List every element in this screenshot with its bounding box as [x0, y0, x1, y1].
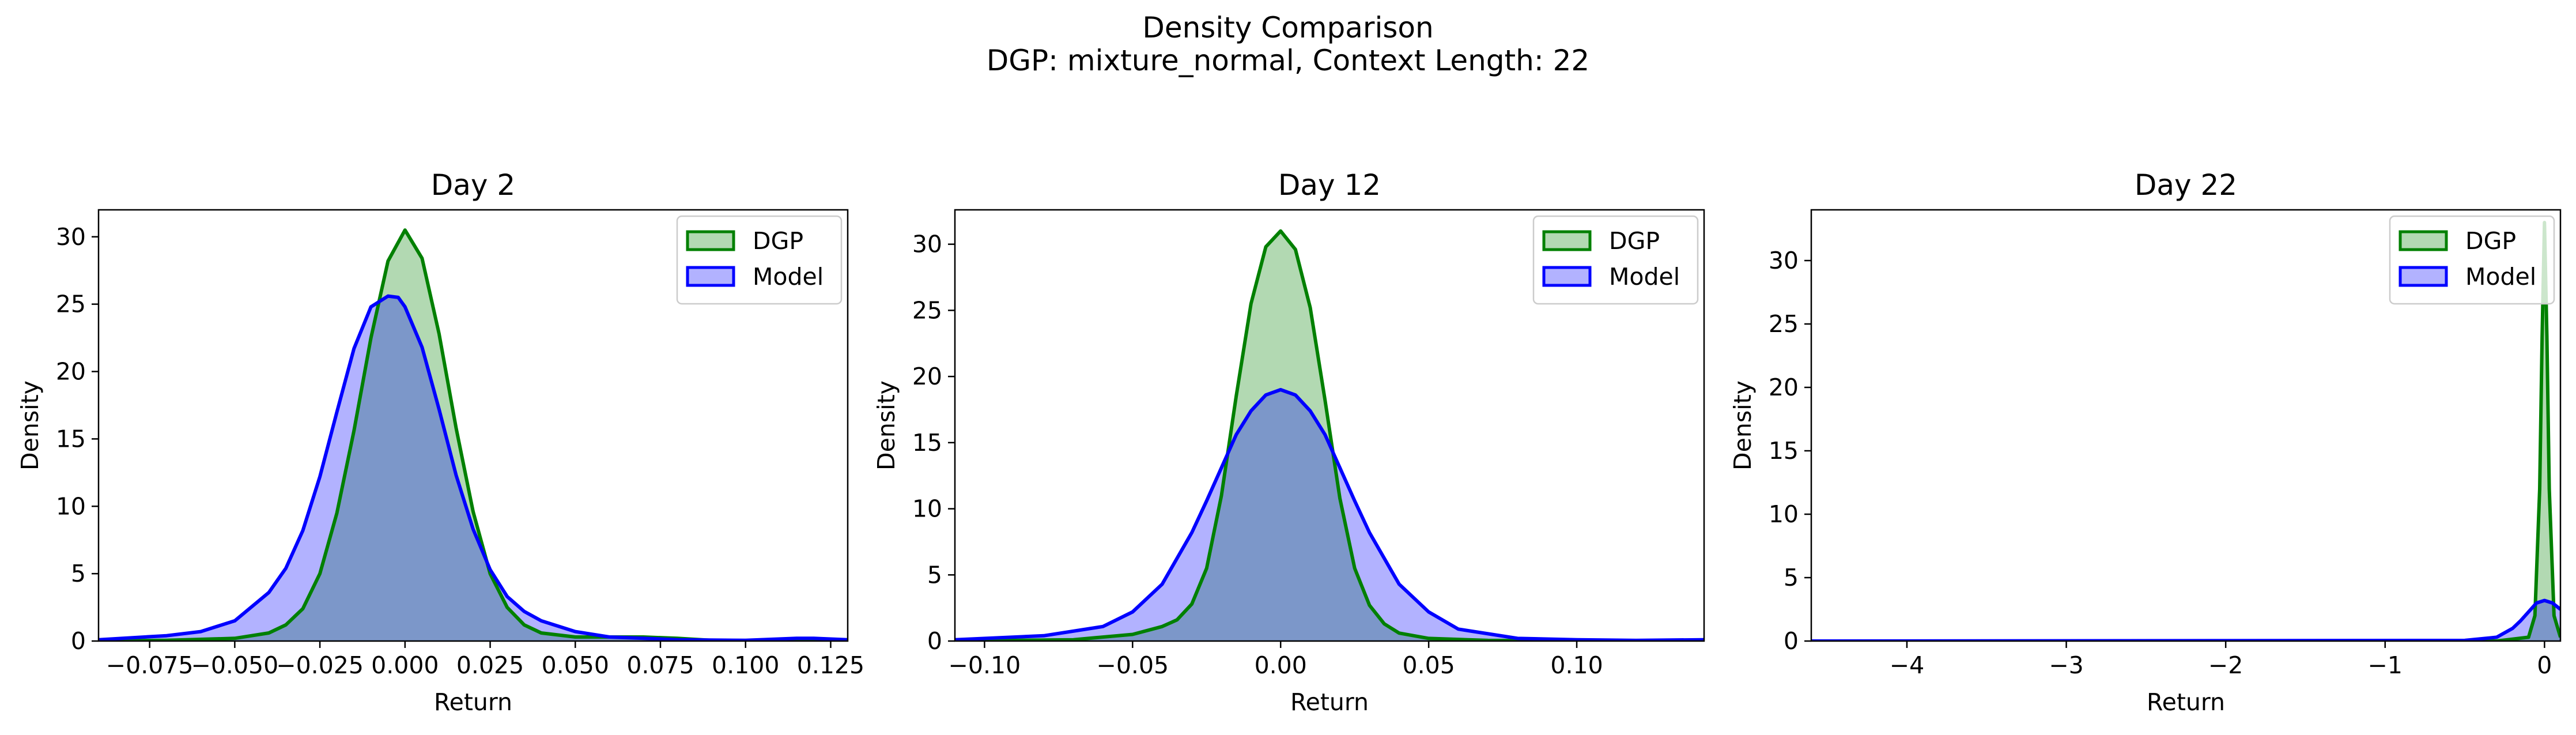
- y-tick-label: 5: [71, 560, 86, 587]
- y-tick-label: 10: [912, 495, 942, 523]
- legend-label-dgp: DGP: [1609, 227, 1660, 255]
- y-tick-label: 30: [1769, 247, 1799, 274]
- x-axis-label: Return: [434, 688, 512, 716]
- figure-subtitle: DGP: mixture_normal, Context Length: 22: [987, 44, 1589, 77]
- legend-swatch-dgp: [1542, 230, 1592, 251]
- legend-swatch-dgp: [686, 230, 735, 251]
- axes-frame: [1810, 209, 2562, 642]
- y-tick-label: 30: [912, 231, 942, 258]
- x-tick-label: 0.000: [371, 651, 439, 679]
- x-tick-label: 0.125: [797, 651, 864, 679]
- y-tick-label: 25: [1769, 310, 1799, 338]
- y-axis-label: Density: [16, 380, 44, 470]
- y-tick-label: 15: [1769, 437, 1799, 465]
- y-axis-label: Density: [1729, 380, 1757, 470]
- x-tick-label: 0.075: [626, 651, 694, 679]
- legend-label-dgp: DGP: [753, 227, 803, 255]
- y-ticks: 0 5 10 15 20 25 30: [912, 231, 955, 655]
- subplot-day-2: Day 2 −0.075−0.050−0.025 0.000 0.025 0.050 0…: [16, 168, 864, 716]
- legend-label-model: Model: [753, 263, 824, 291]
- legend-swatch-model: [1542, 266, 1592, 287]
- x-tick-label: 0: [2537, 651, 2552, 679]
- legend: DGP Model: [676, 215, 843, 305]
- y-tick-label: 25: [912, 296, 942, 324]
- y-tick-label: 20: [1769, 374, 1799, 401]
- y-tick-label: 10: [56, 492, 86, 520]
- legend-swatch-model: [2399, 266, 2448, 287]
- y-tick-label: 15: [56, 425, 86, 453]
- legend: DGP Model: [1532, 215, 1699, 305]
- model-density-line: [99, 294, 848, 641]
- y-tick-label: 5: [1784, 564, 1799, 591]
- legend-box: [2389, 215, 2555, 305]
- x-axis-label: Return: [1290, 688, 1369, 716]
- legend-label-dgp: DGP: [2465, 227, 2516, 255]
- legend-label-model: Model: [2465, 263, 2536, 291]
- x-ticks: −0.10 −0.05 0.00 0.05 0.10: [949, 641, 1603, 679]
- y-tick-label: 30: [56, 223, 86, 251]
- dgp-density-line: [955, 229, 1704, 641]
- y-tick-label: 20: [912, 363, 942, 390]
- x-tick-label: 0.00: [1255, 651, 1307, 679]
- axes-frame: [954, 209, 1705, 642]
- subplot-day-22: Day 22 −4 −3 −2 −1 0 0 5 10 15 20 25 30 Return Den…: [1729, 168, 2562, 716]
- x-tick-label: −2: [2208, 651, 2243, 679]
- x-tick-label: −0.025: [276, 651, 364, 679]
- model-density-line: [955, 388, 1704, 641]
- model-density-area: [955, 390, 1704, 641]
- model-density-area: [1811, 600, 2560, 641]
- x-tick-label: 0.05: [1402, 651, 1455, 679]
- x-tick-label: 0.025: [456, 651, 524, 679]
- y-tick-label: 0: [1784, 627, 1799, 655]
- y-axis-label: Density: [872, 380, 900, 470]
- y-tick-label: 0: [927, 627, 942, 655]
- x-ticks: −0.075−0.050−0.025 0.000 0.025 0.050 0.075 0.…: [106, 641, 864, 679]
- legend-label-model: Model: [1609, 263, 1680, 291]
- legend-box: [676, 215, 843, 305]
- density-areas: [1811, 221, 2560, 641]
- y-tick-label: 10: [1769, 500, 1799, 528]
- model-density-line: [1811, 598, 2560, 641]
- model-density-area: [99, 296, 848, 641]
- y-tick-label: 25: [56, 291, 86, 318]
- legend: DGP Model: [2389, 215, 2555, 305]
- subplot-title: Day 22: [2135, 168, 2237, 202]
- figure-title: Density Comparison: [1142, 11, 1433, 44]
- x-tick-label: −0.10: [949, 651, 1021, 679]
- x-tick-label: −0.050: [191, 651, 278, 679]
- legend-box: [1532, 215, 1699, 305]
- x-tick-label: 0.10: [1550, 651, 1603, 679]
- x-tick-label: −0.075: [106, 651, 194, 679]
- y-ticks: 0 5 10 15 20 25 30: [1769, 247, 1811, 655]
- y-tick-label: 5: [927, 561, 942, 589]
- x-ticks: −4 −3 −2 −1 0: [1890, 641, 2552, 679]
- x-tick-label: 0.050: [542, 651, 609, 679]
- x-tick-label: −3: [2049, 651, 2083, 679]
- y-tick-label: 15: [912, 429, 942, 457]
- subplot-title: Day 12: [1278, 168, 1381, 202]
- x-tick-label: −1: [2368, 651, 2403, 679]
- density-areas: [99, 228, 848, 641]
- y-ticks: 0 5 10 15 20 25 30: [56, 223, 99, 655]
- x-tick-label: 0.100: [712, 651, 779, 679]
- density-areas: [955, 229, 1704, 641]
- x-axis-label: Return: [2147, 688, 2225, 716]
- legend-swatch-dgp: [2399, 230, 2448, 251]
- x-tick-label: −0.05: [1096, 651, 1169, 679]
- x-tick-label: −4: [1890, 651, 1924, 679]
- axes-frame: [97, 209, 849, 642]
- dgp-density-line: [1811, 221, 2560, 641]
- y-tick-label: 20: [56, 358, 86, 386]
- subplot-title: Day 2: [431, 168, 515, 202]
- subplot-day-12: Day 12 −0.10 −0.05 0.00 0.05 0.10 0 5 10 15 20 25…: [872, 168, 1705, 716]
- dgp-density-area: [99, 230, 848, 641]
- legend-swatch-model: [686, 266, 735, 287]
- y-tick-label: 0: [71, 627, 86, 655]
